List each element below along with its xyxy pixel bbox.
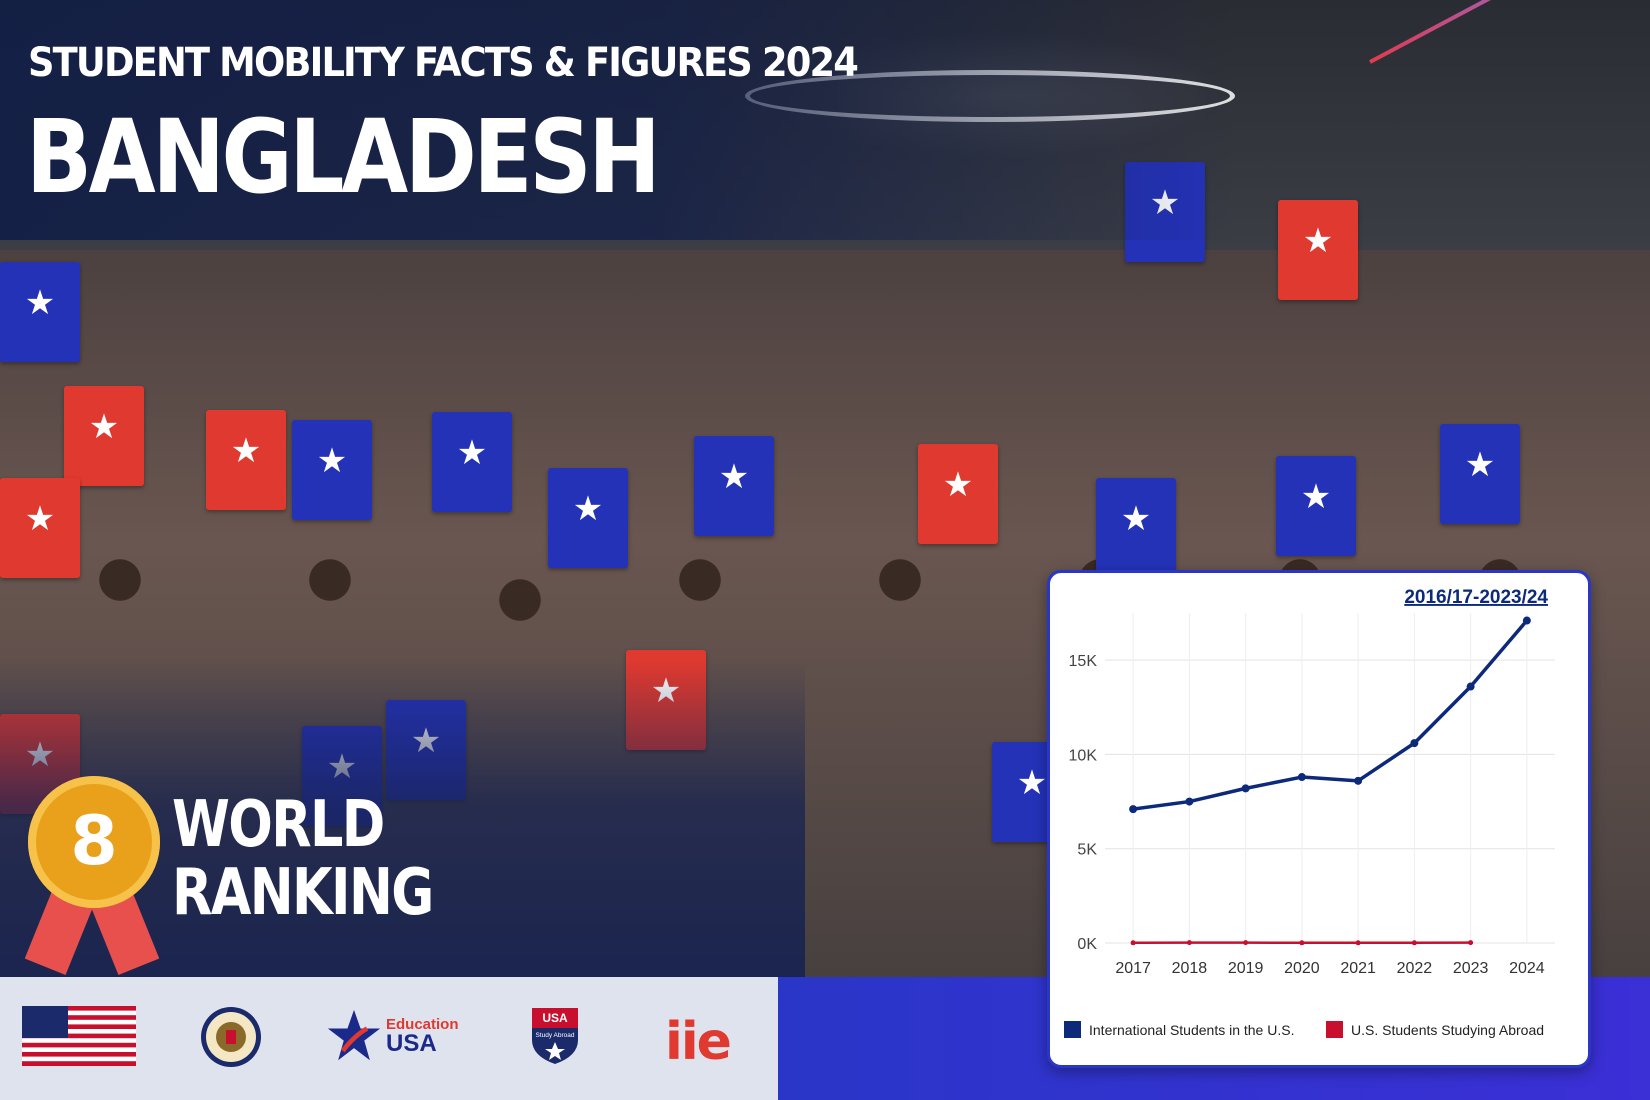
- usa-study-abroad-logo: USA Study Abroad: [532, 1008, 578, 1064]
- education-usa-folder: ★: [432, 412, 512, 512]
- data-point: [1522, 616, 1531, 625]
- iie-logo: iie: [665, 1002, 755, 1072]
- us-flag-icon: [22, 1006, 136, 1066]
- data-point: [1466, 682, 1475, 691]
- x-tick-label: 2021: [1340, 960, 1376, 977]
- ranking-number: 8: [70, 802, 118, 881]
- education-usa-folder: ★: [694, 436, 774, 536]
- chart-card: 2016/17-2023/24 0K 5K 10K 15K 2017 2018 2019 20…: [1047, 570, 1591, 1068]
- series-line: [1132, 619, 1529, 811]
- education-usa-folder: ★: [0, 262, 80, 362]
- data-point: [1355, 940, 1361, 946]
- y-tick-label: 0K: [1077, 936, 1097, 953]
- data-point: [1410, 739, 1419, 748]
- data-point: [1129, 805, 1138, 814]
- data-point: [1241, 784, 1250, 793]
- data-point: [1185, 797, 1194, 806]
- x-tick-label: 2017: [1115, 960, 1151, 977]
- ranking-label-world: WORLD: [172, 788, 385, 862]
- ranking-label-ranking: RANKING: [172, 856, 434, 930]
- education-usa-folder: ★: [0, 478, 80, 578]
- education-usa-text-bottom: USA: [386, 1030, 437, 1057]
- x-tick-label: 2019: [1228, 960, 1264, 977]
- education-usa-folder: ★: [918, 444, 998, 544]
- education-usa-folder: ★: [1276, 456, 1356, 556]
- y-tick-label: 5K: [1077, 842, 1097, 859]
- data-point: [1299, 940, 1305, 946]
- x-tick-label: 2018: [1172, 960, 1208, 977]
- data-point: [1130, 940, 1136, 946]
- education-usa-folder: ★: [292, 420, 372, 520]
- page-title: BANGLADESH: [26, 98, 661, 217]
- x-tick-label: 2023: [1453, 960, 1489, 977]
- education-usa-folder: ★: [1096, 478, 1176, 578]
- data-point: [1243, 940, 1249, 946]
- legend-swatch: [1326, 1021, 1343, 1038]
- line-chart: 2016/17-2023/24 0K 5K 10K 15K 2017 2018 2019 20…: [1064, 587, 1555, 1038]
- state-department-seal-icon: [201, 1007, 261, 1067]
- legend-label: International Students in the U.S.: [1089, 1022, 1294, 1038]
- legend-swatch: [1064, 1021, 1081, 1038]
- data-point: [1297, 773, 1306, 782]
- study-abroad-bottom-text: Study Abroad: [535, 1032, 574, 1039]
- x-tick-label: 2022: [1397, 960, 1433, 977]
- chart-title: 2016/17-2023/24: [1404, 587, 1548, 608]
- ranking-medal: 8: [28, 776, 160, 908]
- data-point: [1186, 940, 1192, 946]
- x-tick-label: 2020: [1284, 960, 1320, 977]
- education-usa-logo: Education USA: [326, 1006, 468, 1066]
- legend-label: U.S. Students Studying Abroad: [1351, 1022, 1544, 1038]
- data-point: [1354, 776, 1363, 785]
- x-tick-label: 2024: [1509, 960, 1545, 977]
- iie-logo-text: iie: [665, 1012, 732, 1072]
- y-tick-label: 10K: [1069, 747, 1098, 764]
- education-usa-text-top: Education: [386, 1016, 459, 1033]
- study-abroad-top-text: USA: [542, 1011, 568, 1025]
- header-overlay: [0, 0, 1650, 240]
- data-point: [1468, 940, 1474, 946]
- education-usa-star-icon: [327, 1009, 381, 1061]
- education-usa-folder: ★: [206, 410, 286, 510]
- education-usa-folder: ★: [548, 468, 628, 568]
- education-usa-folder: ★: [64, 386, 144, 486]
- education-usa-folder: ★: [1440, 424, 1520, 524]
- y-tick-label: 15K: [1069, 653, 1098, 670]
- page-subtitle: STUDENT MOBILITY FACTS & FIGURES 2024: [28, 40, 859, 86]
- data-point: [1411, 940, 1417, 946]
